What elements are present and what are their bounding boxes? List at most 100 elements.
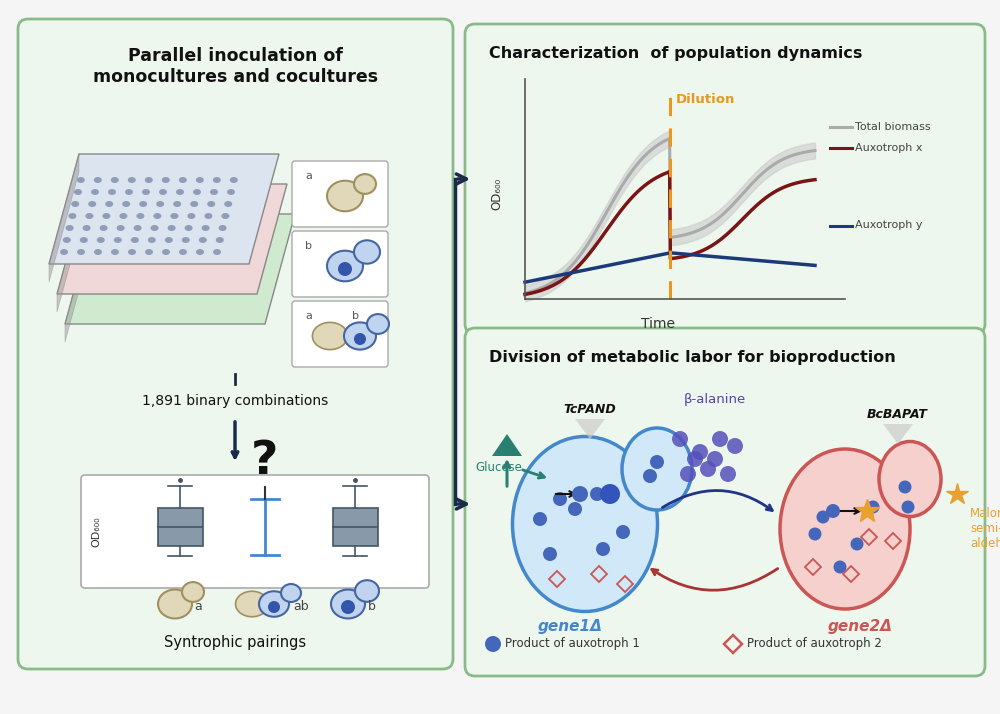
Polygon shape xyxy=(883,424,913,444)
Circle shape xyxy=(354,333,366,345)
Ellipse shape xyxy=(151,225,159,231)
Text: Malonic
semi-
aldehyde: Malonic semi- aldehyde xyxy=(970,507,1000,550)
Ellipse shape xyxy=(168,225,176,231)
Text: OD₆₀₀: OD₆₀₀ xyxy=(91,516,101,547)
Ellipse shape xyxy=(119,213,127,219)
Circle shape xyxy=(834,560,846,573)
Circle shape xyxy=(572,486,588,502)
Ellipse shape xyxy=(136,213,144,219)
Ellipse shape xyxy=(66,225,74,231)
Text: TcPAND: TcPAND xyxy=(564,403,616,416)
Circle shape xyxy=(902,501,914,513)
Polygon shape xyxy=(492,434,522,456)
Ellipse shape xyxy=(196,249,204,255)
Ellipse shape xyxy=(354,241,380,263)
Ellipse shape xyxy=(207,201,215,207)
Text: gene1Δ: gene1Δ xyxy=(538,619,602,634)
FancyBboxPatch shape xyxy=(158,508,203,545)
FancyBboxPatch shape xyxy=(465,24,985,334)
Ellipse shape xyxy=(74,189,82,195)
Polygon shape xyxy=(65,214,295,324)
Ellipse shape xyxy=(156,201,164,207)
Ellipse shape xyxy=(355,580,379,602)
Text: Syntrophic pairings: Syntrophic pairings xyxy=(164,635,306,650)
Circle shape xyxy=(533,512,547,526)
FancyBboxPatch shape xyxy=(333,508,378,545)
Ellipse shape xyxy=(179,177,187,183)
Circle shape xyxy=(485,636,501,652)
Ellipse shape xyxy=(227,189,235,195)
Polygon shape xyxy=(575,419,605,439)
Text: a: a xyxy=(305,171,312,181)
Text: β-alanine: β-alanine xyxy=(684,393,746,406)
Ellipse shape xyxy=(204,213,212,219)
Ellipse shape xyxy=(622,428,692,510)
Ellipse shape xyxy=(128,249,136,255)
Ellipse shape xyxy=(100,225,108,231)
Ellipse shape xyxy=(512,436,658,611)
Ellipse shape xyxy=(134,225,142,231)
Ellipse shape xyxy=(131,237,139,243)
Ellipse shape xyxy=(230,177,238,183)
Circle shape xyxy=(680,466,696,482)
Text: OD₆₀₀: OD₆₀₀ xyxy=(490,178,504,210)
Circle shape xyxy=(866,501,880,513)
Ellipse shape xyxy=(202,225,210,231)
Ellipse shape xyxy=(105,201,113,207)
Circle shape xyxy=(727,438,743,454)
Text: a: a xyxy=(194,600,202,613)
Ellipse shape xyxy=(117,225,125,231)
Ellipse shape xyxy=(125,189,133,195)
Circle shape xyxy=(596,542,610,556)
Ellipse shape xyxy=(108,189,116,195)
Ellipse shape xyxy=(213,249,221,255)
Circle shape xyxy=(826,504,840,518)
Ellipse shape xyxy=(102,213,110,219)
Ellipse shape xyxy=(219,225,227,231)
Ellipse shape xyxy=(83,225,91,231)
Circle shape xyxy=(650,455,664,469)
Circle shape xyxy=(543,547,557,561)
Text: b: b xyxy=(368,600,376,613)
Ellipse shape xyxy=(142,189,150,195)
Ellipse shape xyxy=(165,237,173,243)
Ellipse shape xyxy=(216,237,224,243)
Circle shape xyxy=(687,451,703,467)
Text: Time: Time xyxy=(641,317,675,331)
Ellipse shape xyxy=(185,225,193,231)
Circle shape xyxy=(672,431,688,447)
Ellipse shape xyxy=(139,201,147,207)
Ellipse shape xyxy=(111,177,119,183)
Ellipse shape xyxy=(187,213,195,219)
Ellipse shape xyxy=(88,201,96,207)
Ellipse shape xyxy=(344,323,376,350)
Text: BcBAPAT: BcBAPAT xyxy=(867,408,927,421)
Text: Auxotroph y: Auxotroph y xyxy=(855,221,922,231)
Circle shape xyxy=(850,538,864,550)
Circle shape xyxy=(590,487,604,501)
Ellipse shape xyxy=(68,213,76,219)
Circle shape xyxy=(341,600,355,614)
Ellipse shape xyxy=(128,177,136,183)
Ellipse shape xyxy=(259,591,289,617)
Text: Product of auxotroph 1: Product of auxotroph 1 xyxy=(505,638,640,650)
Ellipse shape xyxy=(77,177,85,183)
Circle shape xyxy=(553,492,567,506)
Polygon shape xyxy=(57,184,87,312)
Text: ?: ? xyxy=(251,440,279,485)
Text: Dilution: Dilution xyxy=(676,93,735,106)
Ellipse shape xyxy=(281,584,301,602)
Ellipse shape xyxy=(85,213,93,219)
Ellipse shape xyxy=(111,249,119,255)
FancyBboxPatch shape xyxy=(292,231,388,297)
Circle shape xyxy=(643,469,657,483)
Ellipse shape xyxy=(71,201,79,207)
Ellipse shape xyxy=(60,249,68,255)
FancyBboxPatch shape xyxy=(465,328,985,676)
Ellipse shape xyxy=(331,590,365,618)
Ellipse shape xyxy=(80,237,88,243)
Text: Auxotroph x: Auxotroph x xyxy=(855,143,922,153)
Text: Total biomass: Total biomass xyxy=(855,122,931,132)
Ellipse shape xyxy=(77,249,85,255)
Ellipse shape xyxy=(236,591,268,617)
